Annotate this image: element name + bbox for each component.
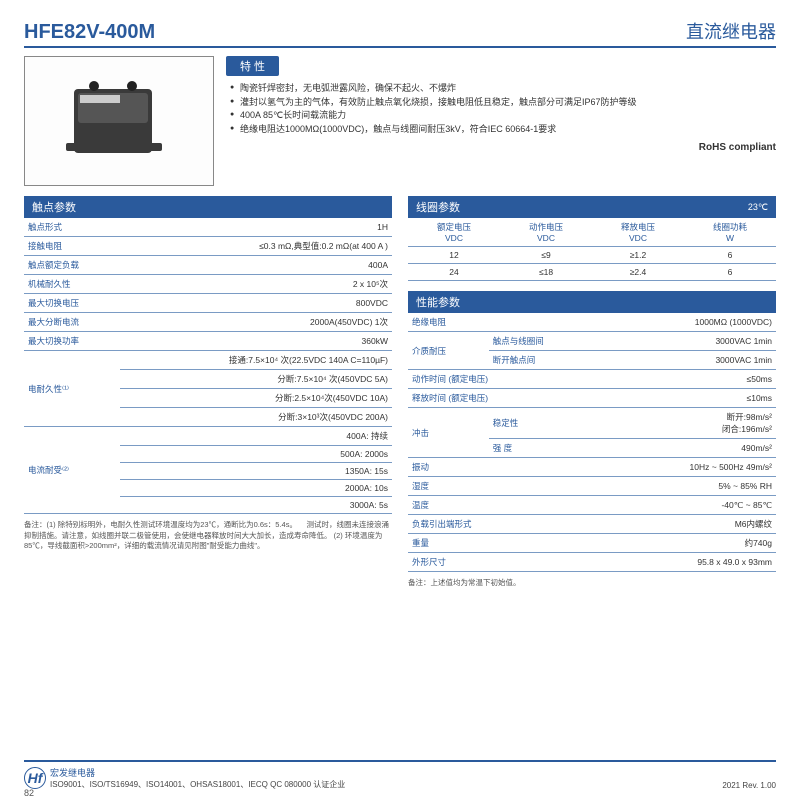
feature-item: 400A 85℃长时间载流能力 xyxy=(230,109,776,123)
datasheet-page: HFE82V-400M 直流继电器 特 性 陶瓷钎焊密封，无电弧泄露风险，确保不… xyxy=(0,0,800,597)
table-row: 释放时间 (额定电压)≤10ms xyxy=(408,389,776,408)
product-image-box xyxy=(24,56,214,186)
left-notes: 备注：(1) 除特别标明外，电耐久性测试环境温度均为23℃，通断比为0.6s：5… xyxy=(24,520,392,552)
header-bar: HFE82V-400M 直流继电器 xyxy=(24,18,776,48)
feature-item: 绝缘电阻达1000MΩ(1000VDC)，触点与线圈间耐压3kV，符合IEC 6… xyxy=(230,123,776,137)
coil-table: 额定电压VDC动作电压VDC释放电压VDC线圈功耗W 12≤9≥1.2624≤1… xyxy=(408,218,776,281)
revision: 2021 Rev. 1.00 xyxy=(722,781,776,790)
brand-name: 宏发继电器 xyxy=(50,766,345,779)
performance-header: 性能参数 xyxy=(408,291,776,313)
page-number: 82 xyxy=(24,788,34,798)
table-row: 温度-40℃ ~ 85℃ xyxy=(408,496,776,515)
col-header: 释放电压VDC xyxy=(592,218,684,247)
table-row: 24≤18≥2.46 xyxy=(408,264,776,281)
certifications: ISO9001、ISO/TS16949、ISO14001、OHSAS18001、… xyxy=(50,779,345,790)
contact-table: 触点形式1H接触电阻≤0.3 mΩ,典型值:0.2 mΩ(at 400 A )触… xyxy=(24,218,392,514)
table-row: 电耐久性⁽¹⁾接通:7.5×10⁴ 次(22.5VDC 140A C=110µF… xyxy=(24,351,392,370)
columns: 触点参数 触点形式1H接触电阻≤0.3 mΩ,典型值:0.2 mΩ(at 400… xyxy=(24,196,776,589)
performance-table: 绝缘电阻1000MΩ (1000VDC)介质耐压触点与线圈间3000VAC 1m… xyxy=(408,313,776,572)
coil-params-header: 线圈参数 23℃ xyxy=(408,196,776,218)
features-list: 陶瓷钎焊密封，无电弧泄露风险，确保不起火、不爆炸 灌封以氢气为主的气体，有效防止… xyxy=(226,82,776,136)
table-row: 负载引出端形式M6内螺纹 xyxy=(408,515,776,534)
table-row: 重量约740g xyxy=(408,534,776,553)
footer-text: 宏发继电器 ISO9001、ISO/TS16949、ISO14001、OHSAS… xyxy=(50,766,345,790)
table-row: 触点形式1H xyxy=(24,218,392,237)
table-row: 湿度5% ~ 85% RH xyxy=(408,477,776,496)
footer-left: Hf 宏发继电器 ISO9001、ISO/TS16949、ISO14001、OH… xyxy=(24,766,345,790)
col-header: 线圈功耗W xyxy=(684,218,776,247)
feature-item: 灌封以氢气为主的气体，有效防止触点氧化烧损，接触电阻低且稳定，触点部分可满足IP… xyxy=(230,96,776,110)
table-row: 12≤9≥1.26 xyxy=(408,247,776,264)
rohs-label: RoHS compliant xyxy=(226,142,776,153)
coil-condition: 23℃ xyxy=(748,202,768,213)
table-row: 介质耐压触点与线圈间3000VAC 1min xyxy=(408,332,776,351)
contact-params-header: 触点参数 xyxy=(24,196,392,218)
table-row: 振动10Hz ~ 500Hz 49m/s² xyxy=(408,458,776,477)
perf-note: 备注：上述值均为常温下初始值。 xyxy=(408,578,776,589)
section-title: 线圈参数 xyxy=(416,199,460,215)
table-row: 最大切换功率360kW xyxy=(24,332,392,351)
upper-block: 特 性 陶瓷钎焊密封，无电弧泄露风险，确保不起火、不爆炸 灌封以氢气为主的气体，… xyxy=(24,56,776,186)
table-row: 触点额定负载400A xyxy=(24,256,392,275)
right-column: 线圈参数 23℃ 额定电压VDC动作电压VDC释放电压VDC线圈功耗W 12≤9… xyxy=(408,196,776,589)
table-row: 最大分断电流2000A(450VDC) 1次 xyxy=(24,313,392,332)
table-row: 绝缘电阻1000MΩ (1000VDC) xyxy=(408,313,776,332)
col-header: 额定电压VDC xyxy=(408,218,500,247)
product-category: 直流继电器 xyxy=(686,18,776,44)
features-title: 特 性 xyxy=(226,56,279,76)
footer-bar: Hf 宏发继电器 ISO9001、ISO/TS16949、ISO14001、OH… xyxy=(24,760,776,790)
table-row: 机械耐久性2 x 10⁵次 xyxy=(24,275,392,294)
section-title: 触点参数 xyxy=(32,199,76,215)
table-row: 外形尺寸95.8 x 49.0 x 93mm xyxy=(408,553,776,572)
section-title: 性能参数 xyxy=(416,294,460,310)
model-number: HFE82V-400M xyxy=(24,21,155,44)
col-header: 动作电压VDC xyxy=(500,218,592,247)
feature-item: 陶瓷钎焊密封，无电弧泄露风险，确保不起火、不爆炸 xyxy=(230,82,776,96)
table-row: 接触电阻≤0.3 mΩ,典型值:0.2 mΩ(at 400 A ) xyxy=(24,237,392,256)
table-row: 动作时间 (额定电压)≤50ms xyxy=(408,370,776,389)
relay-icon xyxy=(44,71,194,171)
features-block: 特 性 陶瓷钎焊密封，无电弧泄露风险，确保不起火、不爆炸 灌封以氢气为主的气体，… xyxy=(226,56,776,186)
left-column: 触点参数 触点形式1H接触电阻≤0.3 mΩ,典型值:0.2 mΩ(at 400… xyxy=(24,196,392,589)
table-row: 电流耐受⁽²⁾400A: 持续 xyxy=(24,427,392,446)
brand-logo-icon: Hf xyxy=(24,767,46,789)
table-row: 最大切换电压800VDC xyxy=(24,294,392,313)
table-row: 冲击稳定性断开:98m/s² 闭合:196m/s² xyxy=(408,408,776,439)
